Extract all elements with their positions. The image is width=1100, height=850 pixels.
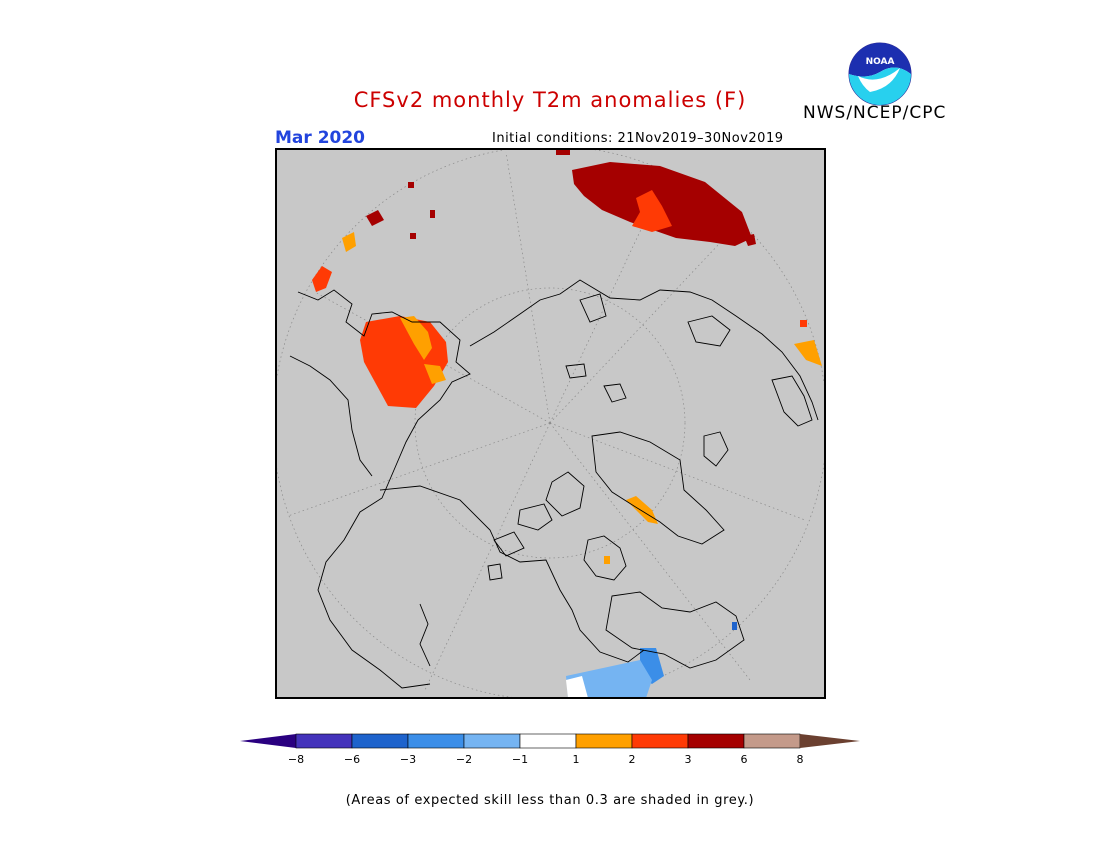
anomaly-region-top — [556, 149, 570, 155]
anomaly-region-canada-warm-2 — [424, 364, 446, 384]
anomaly-region-east-asia — [794, 340, 822, 366]
legend-arrow-high — [800, 734, 860, 748]
legend-tick-label: −1 — [512, 753, 528, 766]
legend-tick-label: 2 — [629, 753, 636, 766]
legend-tick-label: 1 — [573, 753, 580, 766]
anomaly-shading — [312, 149, 822, 698]
noaa-logo-text: NOAA — [866, 57, 895, 67]
legend-bin-3 — [407, 733, 465, 749]
skill-footnote: (Areas of expected skill less than 0.3 a… — [345, 793, 755, 808]
legend-bin-7 — [631, 733, 689, 749]
anomaly-region-siberia — [632, 190, 672, 232]
legend-arrow-low — [240, 734, 296, 748]
anomaly-speck-1 — [408, 182, 414, 188]
anomaly-region-nw-warm — [342, 232, 356, 252]
anomaly-speck-3 — [430, 210, 435, 218]
legend-bin-8 — [687, 733, 745, 749]
anomaly-region-siberia-strong — [572, 162, 752, 246]
anomaly-speck-atlantic — [732, 622, 737, 630]
legend-tick-label: 3 — [685, 753, 692, 766]
anomaly-region-greenland — [626, 496, 658, 524]
anomaly-speck-2 — [410, 233, 416, 239]
legend-tick-label: −8 — [288, 753, 304, 766]
anomaly-region-neutral — [566, 676, 588, 698]
legend-bin-1 — [295, 733, 353, 749]
legend-bin-2 — [351, 733, 409, 749]
anomaly-region-atlantic-cool — [566, 660, 652, 698]
initial-conditions-label: Initial conditions: 21Nov2019–30Nov2019 — [492, 131, 784, 146]
anomaly-region-canada-warm — [400, 316, 432, 360]
legend-tick-label: −6 — [344, 753, 360, 766]
anomaly-region-nw — [366, 210, 384, 226]
legend-bin-9 — [743, 733, 801, 749]
anomaly-speck-hudson — [604, 556, 610, 564]
forecast-month: Mar 2020 — [275, 128, 366, 148]
legend-tick-label: −3 — [400, 753, 416, 766]
legend-tick-label: 6 — [741, 753, 748, 766]
noaa-logo: NOAA — [848, 42, 912, 106]
anomaly-region-siberia-edge — [744, 234, 756, 246]
legend-bin-6 — [575, 733, 633, 749]
chart-title: CFSv2 monthly T2m anomalies (F) — [353, 88, 747, 112]
anomaly-speck-4 — [800, 320, 807, 327]
anomaly-region-alaska-coast — [312, 266, 332, 292]
agency-label: NWS/NCEP/CPC — [803, 103, 947, 123]
coastlines — [289, 279, 819, 689]
map-frame — [275, 148, 826, 699]
legend-tick-label: −2 — [456, 753, 472, 766]
legend-bin-4 — [463, 733, 521, 749]
legend-tick-label: 8 — [797, 753, 804, 766]
legend-bin-5 — [519, 733, 577, 749]
